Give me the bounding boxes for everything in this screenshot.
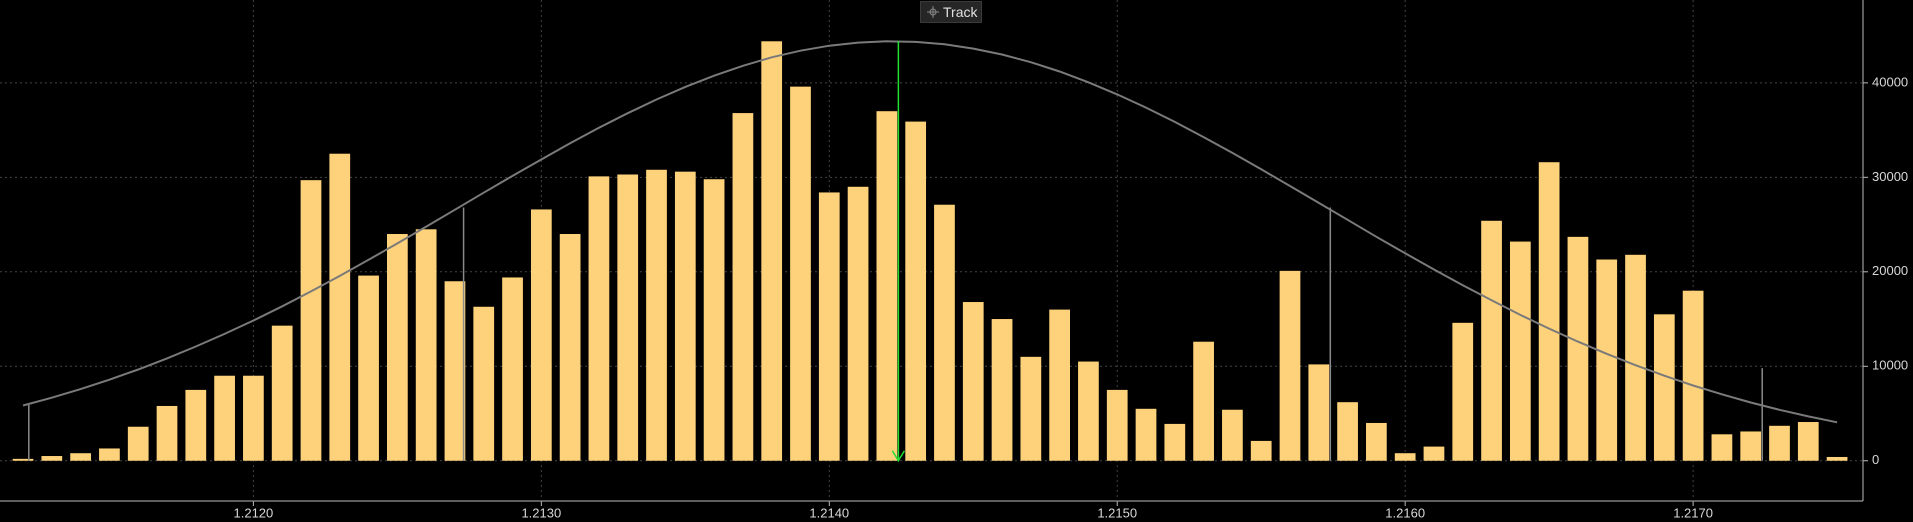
track-label: Track <box>943 4 978 20</box>
bar <box>1135 408 1157 461</box>
bar <box>530 209 552 461</box>
bar <box>790 86 811 461</box>
crosshair-icon <box>927 6 939 18</box>
bar <box>847 186 869 461</box>
bar <box>1049 309 1071 461</box>
bar <box>1078 361 1099 461</box>
y-tick-label: 20000 <box>1872 263 1908 278</box>
bar <box>1423 446 1445 461</box>
bar <box>1711 434 1733 461</box>
bar <box>1596 259 1618 461</box>
bar <box>588 176 610 461</box>
bar <box>329 153 351 461</box>
bar <box>1222 409 1243 461</box>
bar <box>1164 423 1186 461</box>
bar <box>1509 241 1531 461</box>
bar <box>1308 364 1330 461</box>
bar <box>1481 220 1502 461</box>
bar <box>99 448 120 461</box>
bar <box>1826 456 1848 461</box>
bar <box>1366 422 1387 461</box>
bar <box>502 277 523 461</box>
bar <box>1193 341 1214 461</box>
bar <box>934 204 955 461</box>
bar <box>1769 425 1790 461</box>
mean-arrowhead <box>891 450 906 463</box>
bar <box>1250 440 1272 461</box>
bar <box>1740 431 1762 461</box>
bar <box>818 192 840 461</box>
x-tick-label: 1.2160 <box>1385 505 1425 520</box>
bar <box>1538 162 1560 461</box>
bar <box>1394 453 1416 461</box>
bar <box>962 302 984 461</box>
bar <box>905 121 927 461</box>
bar <box>12 458 34 461</box>
bar <box>300 180 322 461</box>
x-tick-label: 1.2140 <box>809 505 849 520</box>
y-tick-label: 10000 <box>1872 358 1908 373</box>
bar <box>473 306 495 461</box>
bar <box>1625 254 1646 461</box>
bar <box>1020 356 1042 461</box>
distribution-curve <box>22 40 1838 424</box>
bar <box>415 229 437 461</box>
bar <box>1337 402 1358 461</box>
bar <box>1567 236 1589 461</box>
bar <box>1682 290 1704 461</box>
bar <box>127 426 149 461</box>
bar <box>991 319 1013 461</box>
y-tick-label: 0 <box>1872 452 1879 467</box>
bar <box>1106 389 1128 461</box>
x-tick-label: 1.2130 <box>521 505 561 520</box>
bar <box>617 174 639 461</box>
bar <box>156 405 178 461</box>
bar <box>1797 422 1819 461</box>
bar <box>70 453 91 461</box>
x-tick-label: 1.2170 <box>1673 505 1713 520</box>
bar <box>358 275 379 461</box>
bar <box>646 169 667 461</box>
track-button[interactable]: Track <box>920 1 982 23</box>
x-tick-label: 1.2120 <box>234 505 274 520</box>
bar <box>559 234 581 461</box>
bar <box>386 234 408 461</box>
bar <box>732 113 754 461</box>
bar <box>703 179 725 461</box>
bar <box>243 375 264 461</box>
bar <box>1653 314 1675 461</box>
bar <box>1452 322 1474 461</box>
bar <box>674 171 696 461</box>
y-tick-label: 40000 <box>1872 74 1908 89</box>
bar <box>271 325 293 461</box>
bar <box>41 456 63 461</box>
bar <box>185 389 207 461</box>
bar <box>444 281 466 461</box>
bar <box>876 111 898 461</box>
bar <box>214 375 235 461</box>
bar <box>1279 270 1301 461</box>
x-tick-label: 1.2150 <box>1097 505 1137 520</box>
bar <box>761 41 783 461</box>
y-tick-label: 30000 <box>1872 169 1908 184</box>
